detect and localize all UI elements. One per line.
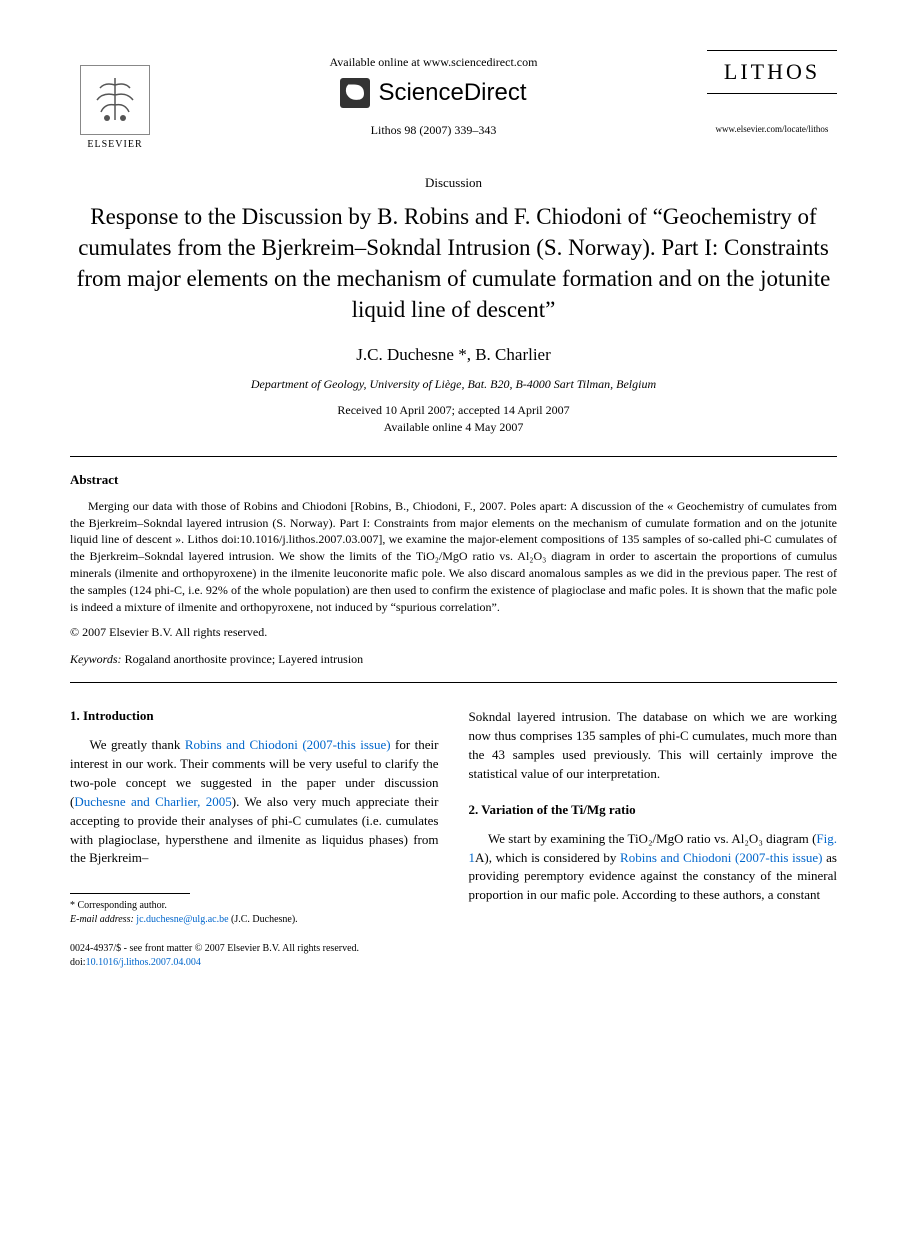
doi-line: doi:10.1016/j.lithos.2007.04.004 — [70, 956, 837, 970]
keywords: Keywords: Rogaland anorthosite province;… — [70, 652, 837, 667]
email-line: E-mail address: jc.duchesne@ulg.ac.be (J… — [70, 913, 439, 927]
authors: J.C. Duchesne *, B. Charlier — [70, 345, 837, 365]
divider-bottom — [70, 682, 837, 683]
abstract-heading: Abstract — [70, 472, 837, 488]
doi-label: doi: — [70, 957, 86, 968]
journal-box: LITHOS www.elsevier.com/locate/lithos — [707, 50, 837, 134]
keywords-text: Rogaland anorthosite province; Layered i… — [122, 652, 364, 666]
center-header: Available online at www.sciencedirect.co… — [160, 50, 707, 138]
issn-line: 0024-4937/$ - see front matter © 2007 El… — [70, 942, 837, 956]
affiliation: Department of Geology, University of Liè… — [70, 377, 837, 392]
corresponding-label: * Corresponding author. — [70, 899, 439, 913]
intro-paragraph: We greatly thank Robins and Chiodoni (20… — [70, 736, 439, 868]
footnote-divider — [70, 893, 190, 894]
discussion-label: Discussion — [70, 175, 837, 191]
intro-continuation: Sokndal layered intrusion. The database … — [469, 708, 838, 783]
corresponding-author-footnote: * Corresponding author. E-mail address: … — [70, 899, 439, 927]
article-title: Response to the Discussion by B. Robins … — [70, 201, 837, 325]
variation-heading: 2. Variation of the Ti/Mg ratio — [469, 802, 838, 818]
available-online-text: Available online at www.sciencedirect.co… — [160, 55, 707, 70]
intro-heading: 1. Introduction — [70, 708, 439, 724]
keywords-label: Keywords: — [70, 652, 122, 666]
journal-url: www.elsevier.com/locate/lithos — [707, 124, 837, 134]
ref-link-robins-2[interactable]: Robins and Chiodoni (2007-this issue) — [620, 850, 822, 865]
sciencedirect-icon — [340, 78, 370, 108]
citation-text: Lithos 98 (2007) 339–343 — [160, 123, 707, 138]
right-column: Sokndal layered intrusion. The database … — [469, 708, 838, 927]
email-label: E-mail address: — [70, 914, 134, 925]
left-column: 1. Introduction We greatly thank Robins … — [70, 708, 439, 927]
article-dates: Received 10 April 2007; accepted 14 Apri… — [70, 402, 837, 436]
doi-link[interactable]: 10.1016/j.lithos.2007.04.004 — [86, 957, 201, 968]
journal-name: LITHOS — [707, 59, 837, 85]
abstract-body: Merging our data with those of Robins an… — [70, 499, 837, 614]
bottom-info: 0024-4937/$ - see front matter © 2007 El… — [70, 942, 837, 970]
email-author-name: (J.C. Duchesne). — [229, 914, 298, 925]
divider-top — [70, 456, 837, 457]
abstract-copyright: © 2007 Elsevier B.V. All rights reserved… — [70, 625, 837, 640]
body-columns: 1. Introduction We greatly thank Robins … — [70, 708, 837, 927]
email-link[interactable]: jc.duchesne@ulg.ac.be — [134, 914, 229, 925]
ref-link-robins[interactable]: Robins and Chiodoni (2007-this issue) — [185, 737, 391, 752]
elsevier-tree-icon — [80, 65, 150, 135]
abstract-text: Merging our data with those of Robins an… — [70, 498, 837, 616]
sciencedirect-text: ScienceDirect — [378, 79, 526, 107]
sciencedirect-logo: ScienceDirect — [160, 78, 707, 108]
page-header: ELSEVIER Available online at www.science… — [70, 50, 837, 150]
elsevier-logo: ELSEVIER — [70, 50, 160, 150]
online-date: Available online 4 May 2007 — [70, 419, 837, 436]
variation-paragraph: We start by examining the TiO₂/MgO ratio… — [469, 830, 838, 905]
received-date: Received 10 April 2007; accepted 14 Apri… — [70, 402, 837, 419]
elsevier-label: ELSEVIER — [87, 139, 142, 150]
ref-link-duchesne[interactable]: Duchesne and Charlier, 2005 — [74, 794, 231, 809]
